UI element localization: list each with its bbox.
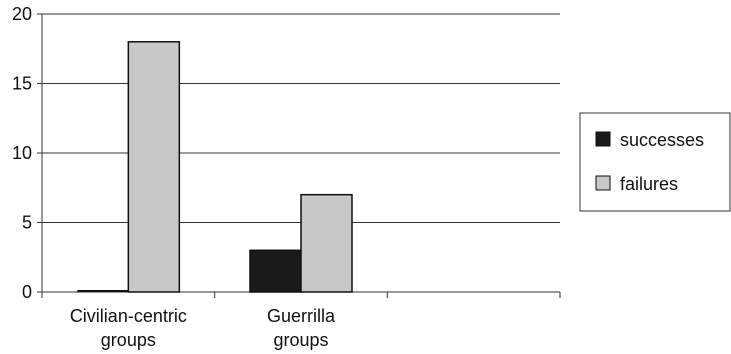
legend-label-successes: successes [620, 130, 704, 150]
legend-label-failures: failures [620, 174, 678, 194]
legend-swatch-failures [595, 175, 611, 191]
category-label: Civilian-centric [70, 306, 187, 326]
bar-failures-0 [127, 41, 181, 293]
category-label: groups [273, 330, 328, 350]
y-tick-label: 0 [22, 282, 32, 302]
gridlines [42, 13, 560, 223]
category-label: groups [101, 330, 156, 350]
category-label: Guerrilla [267, 306, 336, 326]
y-tick-label: 20 [12, 4, 32, 24]
bar-failures-1 [300, 193, 353, 293]
y-tick-label: 10 [12, 143, 32, 163]
y-tick-label: 5 [22, 213, 32, 233]
legend-box [579, 112, 731, 212]
legend-swatch-successes [595, 131, 611, 147]
category-labels: Civilian-centric groups Guerrilla groups [70, 306, 336, 350]
y-tick-label: 15 [12, 74, 32, 94]
bar-successes-1 [249, 249, 302, 293]
y-tick-labels: 0 5 10 15 20 [12, 4, 32, 302]
bars [77, 41, 353, 293]
legend: successes failures [579, 112, 731, 212]
